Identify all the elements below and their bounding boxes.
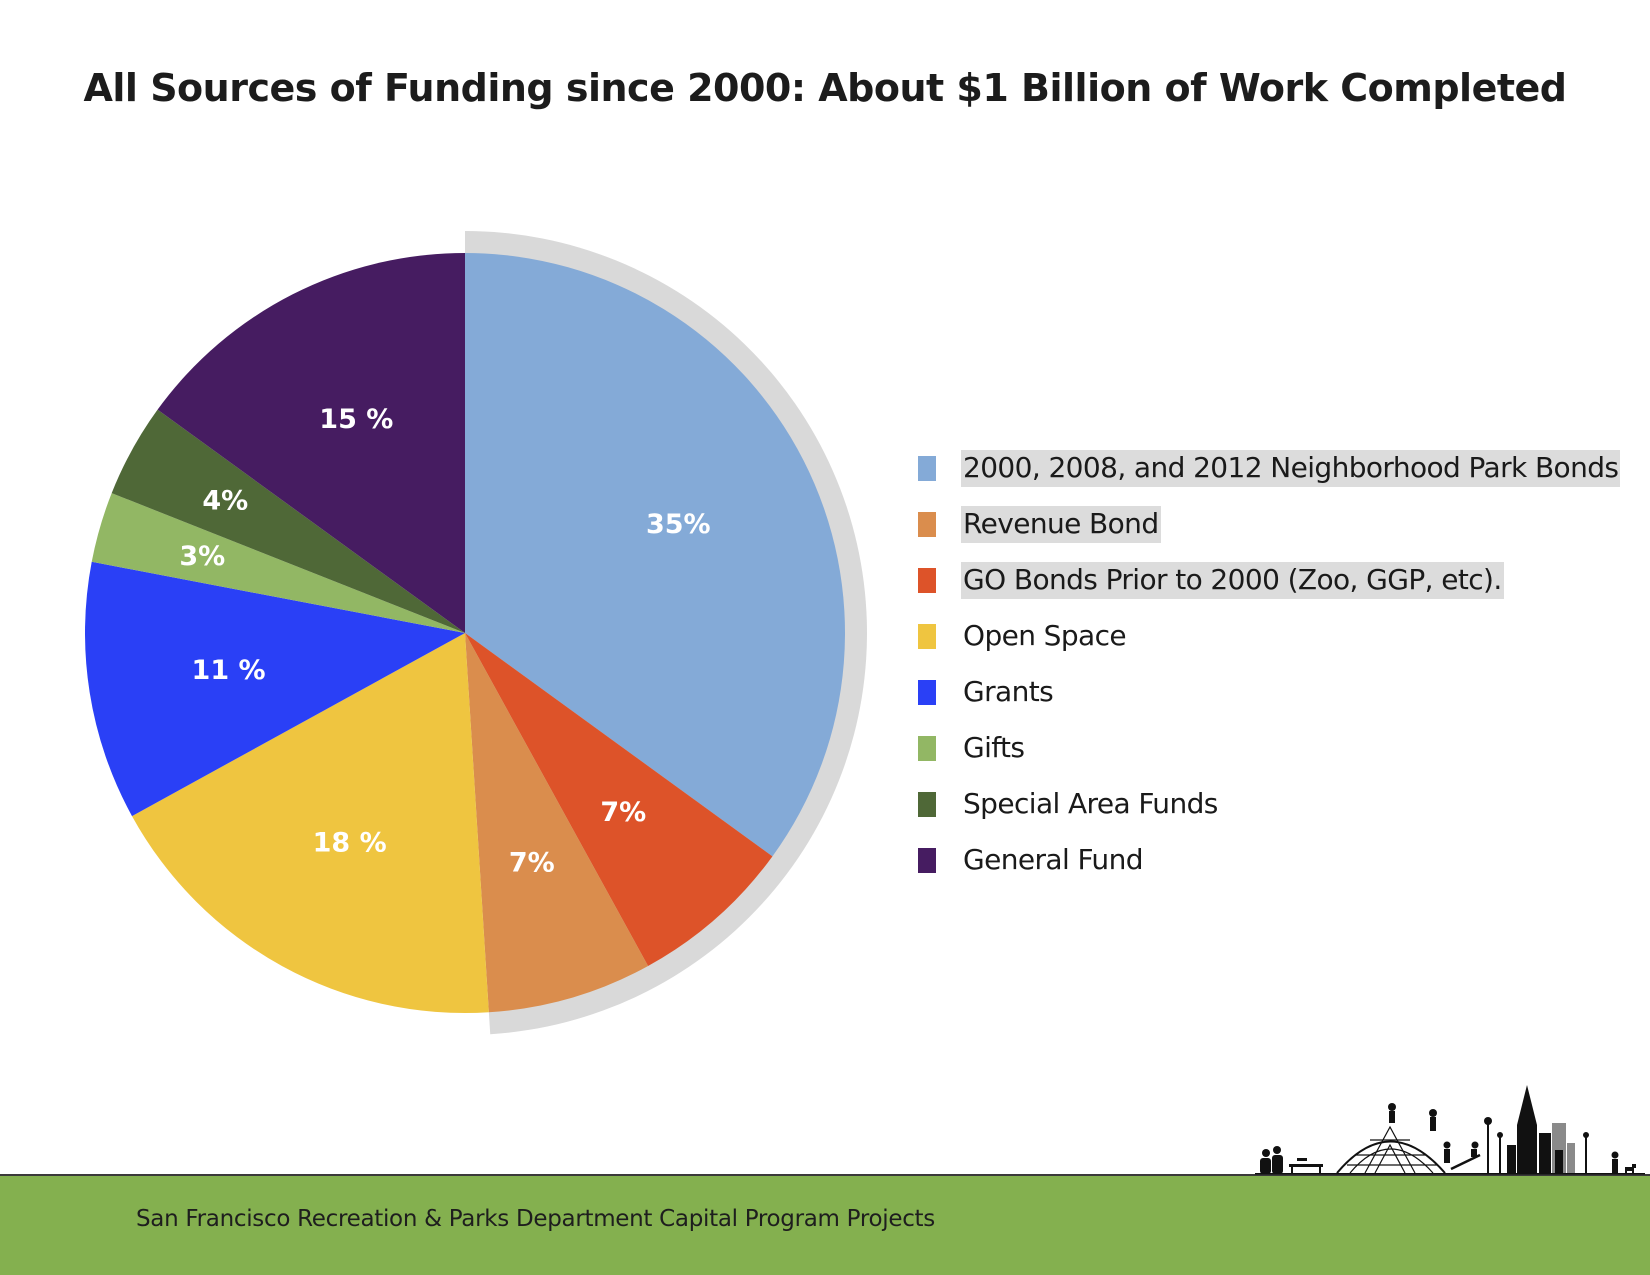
legend-swatch [918, 511, 936, 537]
legend-swatch [918, 735, 936, 761]
pie-slice-revenue-bond [465, 633, 649, 1013]
pie-slice-gifts [91, 493, 466, 633]
legend-label: Revenue Bond [961, 505, 1161, 543]
data-label-grants: 11 % [192, 655, 266, 686]
data-label-revenue-bond: 7% [509, 847, 555, 878]
data-label-gifts: 3% [179, 541, 225, 572]
legend-label: Grants [963, 674, 1054, 708]
data-label-general-fund: 15 % [319, 404, 393, 435]
legend-item-revenue-bond: Revenue Bond [918, 496, 1628, 552]
legend-swatch [918, 567, 936, 593]
pie-slice-2000-2008-and-2012-neighborhood-park-bonds [465, 253, 845, 857]
data-label-special-area-funds: 4% [202, 486, 248, 517]
pie-chart: 35% 7% 7% 18 % 11 % 3% 4% 15 % [84, 231, 867, 1035]
legend-label: General Fund [963, 842, 1143, 876]
data-label-go-bonds-prior-to-2000-zoo-ggp-etc: 7% [600, 797, 646, 828]
park-skyline-silhouette-icon [1255, 1085, 1645, 1175]
legend-label: Gifts [963, 730, 1025, 764]
legend-label: Special Area Funds [963, 786, 1218, 820]
data-label-open-space: 18 % [313, 827, 387, 858]
data-label-2000-2008-and-2012-neighborhood-park-bonds: 35% [646, 509, 711, 540]
pie-slice-general-fund [157, 253, 465, 633]
legend-item-gifts: Gifts [918, 720, 1628, 776]
pie-slice-go-bonds-prior-to-2000-zoo-ggp-etc [465, 633, 773, 966]
legend-item-open-space: Open Space [918, 608, 1628, 664]
pie-slice-open-space [132, 633, 489, 1013]
pie-slice-special-area-funds [111, 409, 465, 633]
legend-item-grants: Grants [918, 664, 1628, 720]
chart-legend: 2000, 2008, and 2012 Neighborhood Park B… [918, 440, 1628, 888]
footer-divider [0, 1174, 1650, 1176]
legend-swatch [918, 455, 936, 481]
chart-title: All Sources of Funding since 2000: About… [83, 66, 1568, 110]
legend-item-special-area-funds: Special Area Funds [918, 776, 1628, 832]
legend-swatch [918, 623, 936, 649]
legend-item-go-bonds-prior-to-2000-zoo-ggp-etc: GO Bonds Prior to 2000 (Zoo, GGP, etc). [918, 552, 1628, 608]
legend-label: GO Bonds Prior to 2000 (Zoo, GGP, etc). [961, 561, 1504, 599]
footer-band [0, 1176, 1650, 1275]
pie-data-labels: 35% 7% 7% 18 % 11 % 3% 4% 15 % [179, 404, 710, 878]
legend-label: 2000, 2008, and 2012 Neighborhood Park B… [961, 449, 1621, 487]
pie-slices [84, 253, 845, 1013]
footer-text: San Francisco Recreation & Parks Departm… [136, 1206, 935, 1232]
legend-item-2000-2008-and-2012-neighborhood-park-bonds: 2000, 2008, and 2012 Neighborhood Park B… [918, 440, 1628, 496]
legend-swatch [918, 847, 936, 873]
pie-slice-grants [84, 561, 465, 817]
legend-swatch [918, 791, 936, 817]
legend-item-general-fund: General Fund [918, 832, 1628, 888]
legend-label: Open Space [963, 618, 1127, 652]
legend-swatch [918, 679, 936, 705]
